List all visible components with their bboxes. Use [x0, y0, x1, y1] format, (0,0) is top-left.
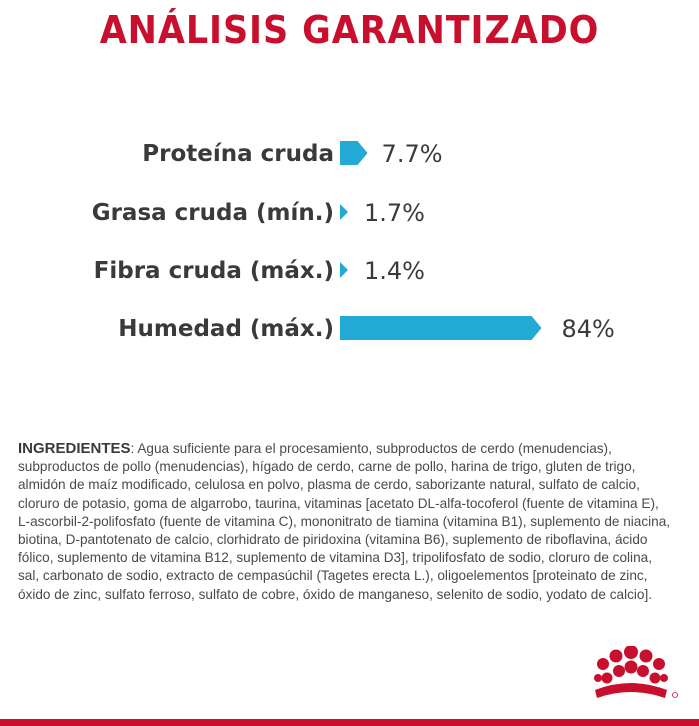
- nutrition-bar-chart: Proteína cruda 7.7% Grasa cruda (mín.) 1.7%…: [92, 140, 615, 343]
- category-label: Humedad (máx.): [118, 316, 334, 342]
- crown-icon: [594, 645, 678, 698]
- data-label: 7.7%: [382, 140, 443, 168]
- ingredients-text: : Agua suficiente para el procesamiento,…: [18, 441, 671, 602]
- bar: [340, 141, 368, 165]
- ingredients-block: INGREDIENTES: Agua suficiente para el pr…: [18, 440, 673, 604]
- bottom-red-bar: [0, 719, 699, 726]
- category-label: Grasa cruda (mín.): [92, 200, 334, 226]
- bar: [340, 204, 348, 220]
- bar: [340, 316, 542, 340]
- category-label: Proteína cruda: [142, 141, 334, 167]
- bar: [340, 262, 348, 278]
- page-title: ANÁLISIS GARANTIZADO: [99, 8, 600, 52]
- category-label: Fibra cruda (máx.): [94, 258, 334, 284]
- data-label: 1.4%: [364, 257, 425, 285]
- data-label: 84%: [562, 315, 615, 343]
- ingredients-title: INGREDIENTES: [18, 440, 131, 457]
- data-label: 1.7%: [364, 199, 425, 227]
- royal-canin-crown-icon: [585, 645, 685, 706]
